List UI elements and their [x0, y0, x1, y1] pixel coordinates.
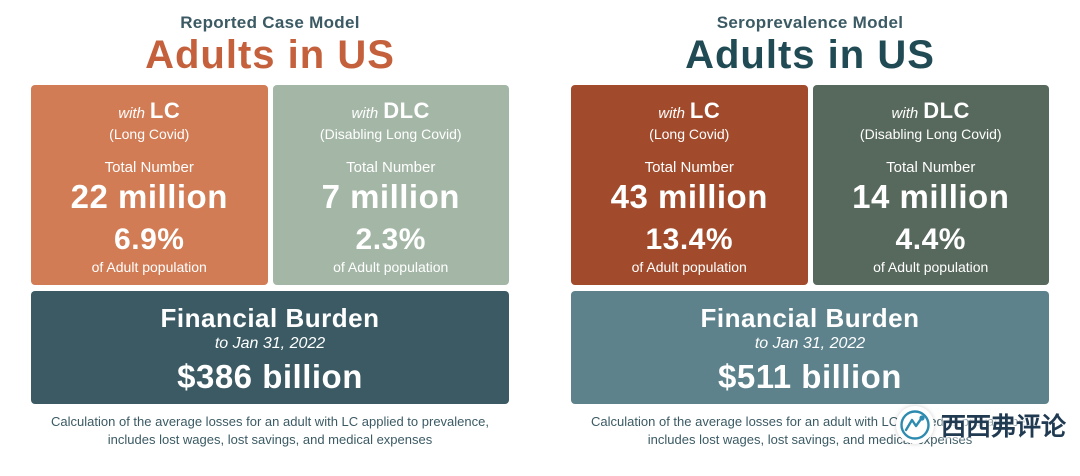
total-number-label: Total Number — [346, 159, 436, 177]
percent-value: 13.4% — [645, 223, 734, 257]
financial-burden-date: to Jan 31, 2022 — [214, 335, 326, 353]
total-number-label: Total Number — [644, 159, 734, 177]
financial-burden-date: to Jan 31, 2022 — [754, 335, 866, 353]
percent-value: 4.4% — [895, 223, 966, 257]
total-number-value: 14 million — [852, 178, 1010, 216]
stat-cards: with LC (Long Covid) Total Number 22 mil… — [31, 85, 509, 286]
financial-burden-title: Financial Burden — [160, 303, 380, 334]
financial-burden-card: Financial Burden to Jan 31, 2022 $511 bi… — [571, 291, 1049, 405]
population-label: of Adult population — [91, 259, 207, 276]
condition-abbr: LC — [149, 98, 181, 124]
lc-stat-card: with LC (Long Covid) Total Number 43 mil… — [571, 85, 808, 286]
population-label: of Adult population — [631, 259, 747, 276]
card-heading: with LC — [658, 98, 720, 124]
financial-burden-value: $511 billion — [718, 358, 902, 396]
model-label: Reported Case Model — [180, 13, 360, 32]
with-word: with — [351, 105, 379, 123]
total-number-value: 43 million — [610, 178, 768, 216]
total-number-label: Total Number — [104, 159, 194, 177]
page-title: Adults in US — [685, 33, 935, 77]
condition-abbr: DLC — [383, 98, 430, 124]
with-word: with — [658, 105, 685, 123]
condition-name: (Disabling Long Covid) — [319, 126, 462, 143]
dlc-stat-card: with DLC (Disabling Long Covid) Total Nu… — [812, 85, 1049, 286]
panel-reported-case-model: Reported Case Model Adults in US with LC… — [0, 0, 540, 448]
panel-content: Seroprevalence Model Adults in US with L… — [571, 13, 1049, 448]
panel-content: Reported Case Model Adults in US with LC… — [31, 13, 509, 448]
condition-name: (Long Covid) — [649, 126, 730, 143]
total-number-value: 22 million — [70, 178, 228, 216]
card-heading: with LC — [118, 98, 180, 124]
with-word: with — [891, 105, 919, 123]
total-number-label: Total Number — [886, 159, 976, 177]
total-number-value: 7 million — [321, 178, 460, 216]
dlc-stat-card: with DLC (Disabling Long Covid) Total Nu… — [272, 85, 509, 286]
page-title: Adults in US — [145, 33, 395, 77]
condition-abbr: LC — [689, 98, 721, 124]
watermark: 西西弗评论 — [895, 406, 1066, 444]
condition-name: (Long Covid) — [109, 126, 190, 143]
population-label: of Adult population — [333, 259, 449, 276]
watermark-label: 西西弗评论 — [940, 413, 1066, 441]
panel-seroprevalence-model: Seroprevalence Model Adults in US with L… — [540, 0, 1080, 448]
stat-cards: with LC (Long Covid) Total Number 43 mil… — [571, 85, 1049, 286]
percent-value: 2.3% — [355, 223, 426, 257]
financial-burden-title: Financial Burden — [700, 303, 920, 334]
condition-abbr: DLC — [923, 98, 970, 124]
card-heading: with DLC — [352, 98, 430, 124]
financial-burden-card: Financial Burden to Jan 31, 2022 $386 bi… — [31, 291, 509, 405]
footnote: Calculation of the average losses for an… — [51, 414, 489, 447]
population-label: of Adult population — [873, 259, 989, 276]
with-word: with — [118, 105, 145, 123]
model-panels: Reported Case Model Adults in US with LC… — [0, 0, 1080, 448]
lc-stat-card: with LC (Long Covid) Total Number 22 mil… — [31, 85, 268, 286]
watermark-logo-icon — [895, 406, 934, 444]
card-heading: with DLC — [892, 98, 970, 124]
percent-value: 6.9% — [114, 223, 185, 257]
model-label: Seroprevalence Model — [716, 13, 904, 32]
financial-burden-value: $386 billion — [177, 358, 363, 396]
condition-name: (Disabling Long Covid) — [859, 126, 1002, 143]
